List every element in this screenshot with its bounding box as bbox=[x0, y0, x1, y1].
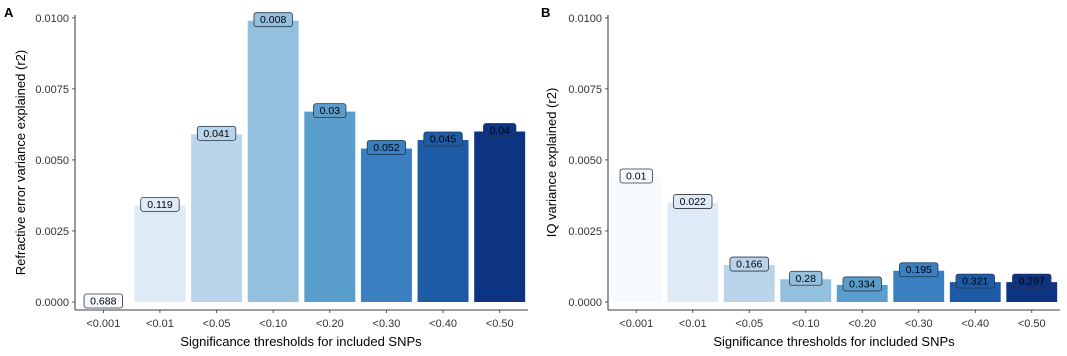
x-tick-label: <0.30 bbox=[905, 318, 933, 330]
x-tick-label: <0.001 bbox=[86, 318, 120, 330]
data-label-box bbox=[253, 12, 293, 28]
bar bbox=[191, 134, 243, 302]
data-label-box bbox=[140, 196, 180, 212]
bar bbox=[134, 205, 186, 302]
data-label-box bbox=[313, 103, 347, 119]
data-label: 0.022 bbox=[680, 196, 706, 208]
y-tick-label: 0.0075 bbox=[35, 84, 69, 96]
data-label: 0.321 bbox=[962, 276, 988, 288]
bar bbox=[360, 148, 412, 302]
y-tick-label: 0.0050 bbox=[35, 155, 69, 167]
x-tick-label: <0.50 bbox=[486, 318, 514, 330]
y-tick-label: 0.0100 bbox=[568, 13, 602, 25]
data-label: 0.041 bbox=[203, 128, 229, 140]
x-tick-label: <0.05 bbox=[203, 318, 231, 330]
panel-a-letter: A bbox=[4, 5, 14, 20]
y-axis-title: IQ variance explained (r2) bbox=[544, 88, 559, 238]
x-axis-title: Significance thresholds for included SNP… bbox=[180, 334, 422, 349]
data-label-box bbox=[899, 262, 939, 278]
data-label: 0.008 bbox=[260, 14, 286, 26]
x-tick-label: <0.05 bbox=[735, 318, 763, 330]
data-label-box bbox=[483, 123, 517, 138]
bar bbox=[610, 176, 662, 302]
bar bbox=[247, 20, 299, 303]
y-tick-label: 0.0025 bbox=[568, 226, 602, 238]
data-label-box bbox=[83, 293, 123, 309]
y-tick-label: 0.0000 bbox=[35, 297, 69, 309]
data-label-box bbox=[619, 168, 653, 184]
data-label: 0.334 bbox=[849, 278, 875, 290]
x-tick-label: <0.001 bbox=[619, 318, 653, 330]
panel-b-letter: B bbox=[541, 5, 550, 20]
x-tick-label: <0.10 bbox=[792, 318, 820, 330]
data-label-box bbox=[955, 273, 995, 289]
data-label: 0.04 bbox=[489, 125, 510, 137]
data-label-box bbox=[1012, 273, 1052, 289]
data-label-box bbox=[673, 194, 713, 209]
x-tick-label: <0.40 bbox=[961, 318, 989, 330]
panel-a: A 0.0000 0.0025 0.0050 0.0075 0.0100 0.688 <0.… bbox=[4, 5, 528, 349]
x-tick-label: <0.10 bbox=[259, 318, 287, 330]
data-label: 0.119 bbox=[147, 199, 173, 211]
data-label-box bbox=[196, 125, 237, 141]
data-label: 0.28 bbox=[796, 273, 817, 285]
data-label: 0.045 bbox=[430, 134, 456, 146]
panel-b: B 0.0000 0.0025 0.0050 0.0075 0.0100 0.01 <0.0… bbox=[541, 5, 1060, 349]
data-label: 0.03 bbox=[320, 105, 341, 117]
data-label: 0.01 bbox=[626, 170, 647, 182]
bar bbox=[667, 202, 719, 302]
data-label: 0.297 bbox=[1019, 276, 1045, 288]
data-label-box bbox=[842, 276, 882, 292]
data-label: 0.688 bbox=[90, 296, 116, 308]
data-label-box bbox=[789, 270, 823, 286]
data-label: 0.052 bbox=[373, 142, 399, 154]
x-tick-label: <0.01 bbox=[146, 318, 174, 330]
data-label-box bbox=[366, 140, 407, 155]
bar bbox=[417, 140, 469, 302]
x-tick-label: <0.50 bbox=[1018, 318, 1046, 330]
x-axis-title: Significance thresholds for included SNP… bbox=[713, 334, 955, 349]
y-tick-label: 0.0025 bbox=[35, 226, 69, 238]
bar bbox=[304, 111, 356, 302]
y-tick-label: 0.0100 bbox=[35, 13, 69, 25]
x-tick-label: <0.40 bbox=[429, 318, 457, 330]
y-tick-label: 0.0000 bbox=[568, 297, 602, 309]
x-tick-label: <0.20 bbox=[848, 318, 876, 330]
x-tick-label: <0.20 bbox=[316, 318, 344, 330]
data-label-box bbox=[729, 256, 769, 272]
data-label: 0.166 bbox=[736, 259, 762, 271]
x-tick-label: <0.30 bbox=[373, 318, 401, 330]
x-tick-label: <0.01 bbox=[679, 318, 707, 330]
bar bbox=[474, 131, 526, 302]
y-axis-title: Refractive error variance explained (r2) bbox=[13, 50, 28, 275]
data-label-box bbox=[423, 131, 463, 147]
y-tick-label: 0.0075 bbox=[568, 84, 602, 96]
y-tick-label: 0.0050 bbox=[568, 155, 602, 167]
data-label: 0.195 bbox=[906, 264, 932, 276]
